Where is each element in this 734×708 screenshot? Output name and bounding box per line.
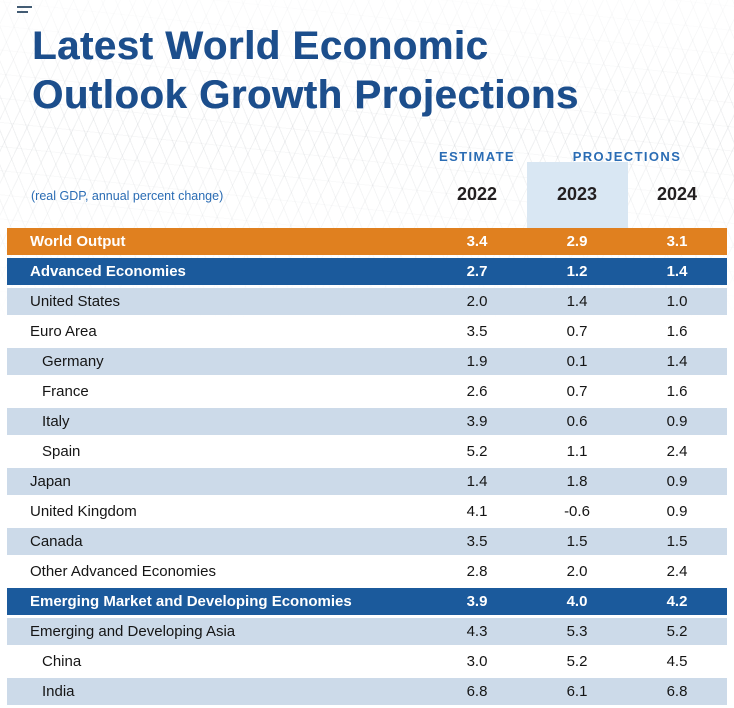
row-label: World Output — [30, 233, 126, 250]
row-label: Japan — [30, 473, 71, 490]
row-label: United States — [30, 293, 121, 310]
row-value: 2.0 — [466, 293, 488, 310]
row-value: 0.1 — [566, 353, 588, 370]
row-value: 1.5 — [666, 533, 688, 550]
row-value: 1.4 — [566, 293, 588, 310]
row-value: 1.4 — [666, 263, 688, 280]
row-value: 3.9 — [466, 413, 488, 430]
row-value: 3.5 — [466, 533, 488, 550]
row-value: 1.8 — [566, 473, 588, 490]
page-title-line2: Outlook Growth Projections — [32, 73, 579, 117]
row-value: 2.7 — [466, 263, 488, 280]
projections-2023-highlight-band — [527, 162, 628, 228]
row-value: 2.4 — [666, 563, 688, 580]
table-row: France 2.6 0.7 1.6 — [7, 378, 727, 405]
row-value: 0.7 — [566, 383, 588, 400]
row-label: Germany — [42, 353, 104, 370]
row-value: 1.6 — [666, 323, 688, 340]
table-row: Spain 5.2 1.1 2.4 — [7, 438, 727, 465]
year-header-2022: 2022 — [456, 184, 498, 204]
year-header-2023: 2023 — [556, 184, 598, 204]
table-row: Emerging Market and Developing Economies… — [7, 588, 727, 615]
column-group-row: ESTIMATE PROJECTIONS — [7, 136, 727, 164]
row-label: France — [42, 383, 89, 400]
table-row: United States 2.0 1.4 1.0 — [7, 288, 727, 315]
row-value: 4.2 — [666, 593, 688, 610]
row-value: 3.4 — [466, 233, 488, 250]
year-header-2024: 2024 — [656, 184, 698, 204]
row-value: 4.5 — [666, 653, 688, 670]
row-value: 6.8 — [666, 683, 688, 700]
table-header: ESTIMATE PROJECTIONS (real GDP, annual p… — [7, 136, 727, 228]
table-row: Euro Area 3.5 0.7 1.6 — [7, 318, 727, 345]
table-row: Germany 1.9 0.1 1.4 — [7, 348, 727, 375]
row-label: Advanced Economies — [30, 263, 186, 280]
page-title: Latest World Economic Outlook Growth Pro… — [0, 0, 734, 120]
table-row: China 3.0 5.2 4.5 — [7, 648, 727, 675]
table-subtitle: (real GDP, annual percent change) — [31, 189, 224, 203]
row-label: Other Advanced Economies — [30, 563, 216, 580]
table-row: Emerging and Developing Asia 4.3 5.3 5.2 — [7, 618, 727, 645]
row-value: 1.1 — [566, 443, 588, 460]
row-label: Emerging and Developing Asia — [30, 623, 236, 640]
row-label: Spain — [42, 443, 81, 460]
table-row: Italy 3.9 0.6 0.9 — [7, 408, 727, 435]
row-label: Italy — [42, 413, 70, 430]
table-row: United Kingdom 4.1 -0.6 0.9 — [7, 498, 727, 525]
row-value: 1.6 — [666, 383, 688, 400]
row-value: 5.2 — [566, 653, 588, 670]
row-label: Canada — [30, 533, 83, 550]
row-value: 4.3 — [466, 623, 488, 640]
column-group-projections: PROJECTIONS — [572, 149, 682, 164]
table-row: India 6.8 6.1 6.8 — [7, 678, 727, 705]
table-row: Canada 3.5 1.5 1.5 — [7, 528, 727, 555]
row-value: 2.9 — [566, 233, 588, 250]
row-value: 2.4 — [666, 443, 688, 460]
row-value: 6.8 — [466, 683, 488, 700]
row-value: 1.5 — [566, 533, 588, 550]
row-value: 4.0 — [566, 593, 588, 610]
row-value: -0.6 — [564, 503, 590, 520]
row-label: China — [42, 653, 82, 670]
corner-decoration-mark — [17, 6, 32, 15]
row-label: Euro Area — [30, 323, 97, 340]
row-label: United Kingdom — [30, 503, 137, 520]
column-group-estimate: ESTIMATE — [439, 149, 515, 164]
table-row: Japan 1.4 1.8 0.9 — [7, 468, 727, 495]
row-value: 5.2 — [666, 623, 688, 640]
row-value: 4.1 — [466, 503, 488, 520]
row-value: 1.4 — [466, 473, 488, 490]
gdp-table: World Output 3.4 2.9 3.1 Advanced Econom… — [7, 228, 727, 705]
row-value: 0.7 — [566, 323, 588, 340]
year-header-row: (real GDP, annual percent change) 2022 2… — [7, 164, 727, 216]
table-row: World Output 3.4 2.9 3.1 — [7, 228, 727, 255]
row-value: 1.4 — [666, 353, 688, 370]
page-title-line1: Latest World Economic — [32, 24, 489, 68]
row-value: 2.6 — [466, 383, 488, 400]
row-label: Emerging Market and Developing Economies — [30, 593, 352, 610]
row-value: 1.2 — [566, 263, 588, 280]
row-value: 6.1 — [566, 683, 588, 700]
row-value: 3.9 — [466, 593, 488, 610]
row-value: 2.0 — [566, 563, 588, 580]
row-value: 0.9 — [666, 413, 688, 430]
row-value: 0.6 — [566, 413, 588, 430]
row-value: 3.1 — [666, 233, 688, 250]
row-label: India — [42, 683, 75, 700]
row-value: 0.9 — [666, 473, 688, 490]
row-value: 1.0 — [666, 293, 688, 310]
row-value: 0.9 — [666, 503, 688, 520]
row-value: 2.8 — [466, 563, 488, 580]
row-value: 3.5 — [466, 323, 488, 340]
row-value: 3.0 — [466, 653, 488, 670]
table-row: Other Advanced Economies 2.8 2.0 2.4 — [7, 558, 727, 585]
table-row: Advanced Economies 2.7 1.2 1.4 — [7, 258, 727, 285]
row-value: 5.2 — [466, 443, 488, 460]
row-value: 5.3 — [566, 623, 588, 640]
row-value: 1.9 — [466, 353, 488, 370]
